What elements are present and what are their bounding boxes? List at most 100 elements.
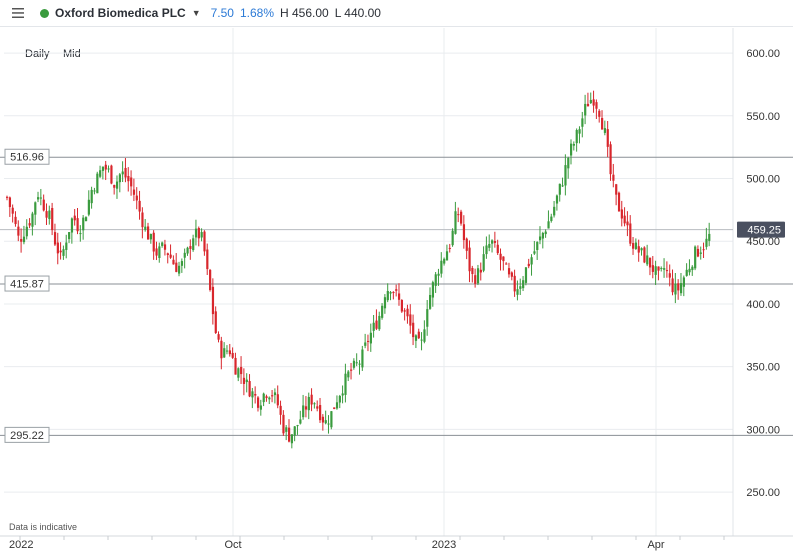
candle-down: [166, 253, 169, 256]
candle-up: [538, 236, 542, 241]
candle-up: [65, 242, 68, 250]
candle-down: [702, 249, 705, 251]
candle-up: [324, 420, 327, 424]
candle-up: [414, 335, 418, 341]
candle-up: [39, 197, 43, 199]
session-low: L 440.00: [334, 6, 381, 20]
x-tick-label: 2023: [432, 539, 456, 551]
candle-down: [507, 268, 511, 275]
candle-down: [124, 167, 127, 178]
candle-up: [352, 360, 356, 368]
candle-up: [488, 243, 491, 248]
candle-up: [37, 197, 40, 200]
market-status-dot: [40, 8, 49, 18]
candle-up: [225, 350, 229, 352]
candle-down: [598, 110, 601, 117]
candle-up: [454, 211, 457, 234]
candle-down: [203, 231, 206, 252]
candle-down: [468, 247, 471, 272]
horizontal-lines: 516.96 415.87 295.22 459.25: [0, 148, 793, 443]
candle-up: [708, 233, 711, 241]
candle-up: [581, 118, 584, 127]
candle-down: [127, 175, 130, 182]
candle-down: [350, 369, 353, 371]
candle-down: [282, 414, 285, 434]
candle-up: [570, 143, 573, 156]
candle-up: [578, 129, 581, 134]
candle-up: [674, 283, 677, 295]
candle-up: [223, 348, 226, 358]
candle-up: [679, 283, 683, 294]
candle-down: [206, 249, 209, 270]
candle-up: [420, 339, 423, 341]
last-price-label: 459.25: [747, 225, 781, 237]
axis-labels: 600.00 550.00 500.00 450.00 400.00 350.00 300.…: [9, 48, 780, 551]
candle-down: [319, 405, 322, 421]
candle-down: [460, 211, 463, 224]
reference-line-label-box: [4, 148, 50, 165]
candle-down: [397, 293, 401, 300]
candle-down: [28, 223, 31, 226]
candle-up: [341, 393, 344, 396]
candle-down: [209, 269, 212, 291]
candle-up: [372, 322, 375, 331]
candle-down: [496, 244, 499, 254]
candle-down: [110, 165, 113, 184]
candle-up: [115, 181, 119, 189]
candle-up: [429, 294, 432, 309]
candle-up: [307, 396, 310, 411]
candle-down: [310, 394, 313, 405]
candle-up: [144, 226, 147, 230]
candle-up: [118, 174, 121, 183]
candle-down: [240, 366, 243, 375]
candle-down: [417, 331, 420, 339]
interval-daily-button[interactable]: Daily: [25, 48, 50, 60]
candle-up: [183, 252, 186, 258]
candle-up: [589, 99, 592, 104]
candle-down: [651, 265, 654, 272]
candle-down: [53, 232, 57, 245]
candle-up: [378, 315, 381, 330]
candle-up: [107, 168, 110, 170]
candle-up: [293, 426, 296, 436]
candle-down: [220, 340, 223, 359]
candle-down: [42, 199, 45, 211]
candle-down: [626, 221, 629, 226]
candle-up: [386, 290, 389, 301]
candle-down: [189, 246, 192, 249]
candle-up: [186, 247, 189, 254]
candle-up: [22, 236, 26, 243]
instrument-name[interactable]: Oxford Biomedica PLC: [55, 6, 186, 20]
candle-down: [586, 103, 590, 107]
candle-down: [615, 184, 618, 195]
candle-up: [251, 391, 254, 398]
candle-up: [476, 268, 480, 284]
x-tick-label: Apr: [647, 539, 664, 551]
y-tick-label: 550.00: [746, 111, 780, 123]
candle-up: [567, 157, 570, 169]
candle-up: [553, 206, 556, 216]
candle-down: [234, 357, 237, 375]
candle-down: [214, 311, 217, 333]
hamburger-menu-icon[interactable]: [12, 3, 36, 23]
candle-down: [409, 314, 412, 326]
candle-down: [316, 406, 319, 409]
candle-up: [485, 245, 488, 255]
y-tick-label: 400.00: [746, 299, 780, 311]
reference-line-label: 516.96: [10, 152, 44, 164]
candle-up: [682, 277, 685, 287]
candle-down: [265, 396, 268, 399]
candle-up: [369, 332, 372, 344]
candle-up: [101, 166, 105, 171]
y-tick-label: 600.00: [746, 48, 780, 60]
candle-up: [383, 297, 387, 309]
price-type-mid-button[interactable]: Mid: [63, 48, 81, 60]
candle-down: [211, 286, 215, 315]
instrument-dropdown-caret-icon[interactable]: ▼: [191, 8, 201, 18]
candle-up: [694, 246, 697, 269]
candle-up: [381, 305, 384, 318]
candle-down: [135, 195, 138, 201]
candle-up: [302, 405, 305, 418]
candle-down: [595, 102, 598, 109]
